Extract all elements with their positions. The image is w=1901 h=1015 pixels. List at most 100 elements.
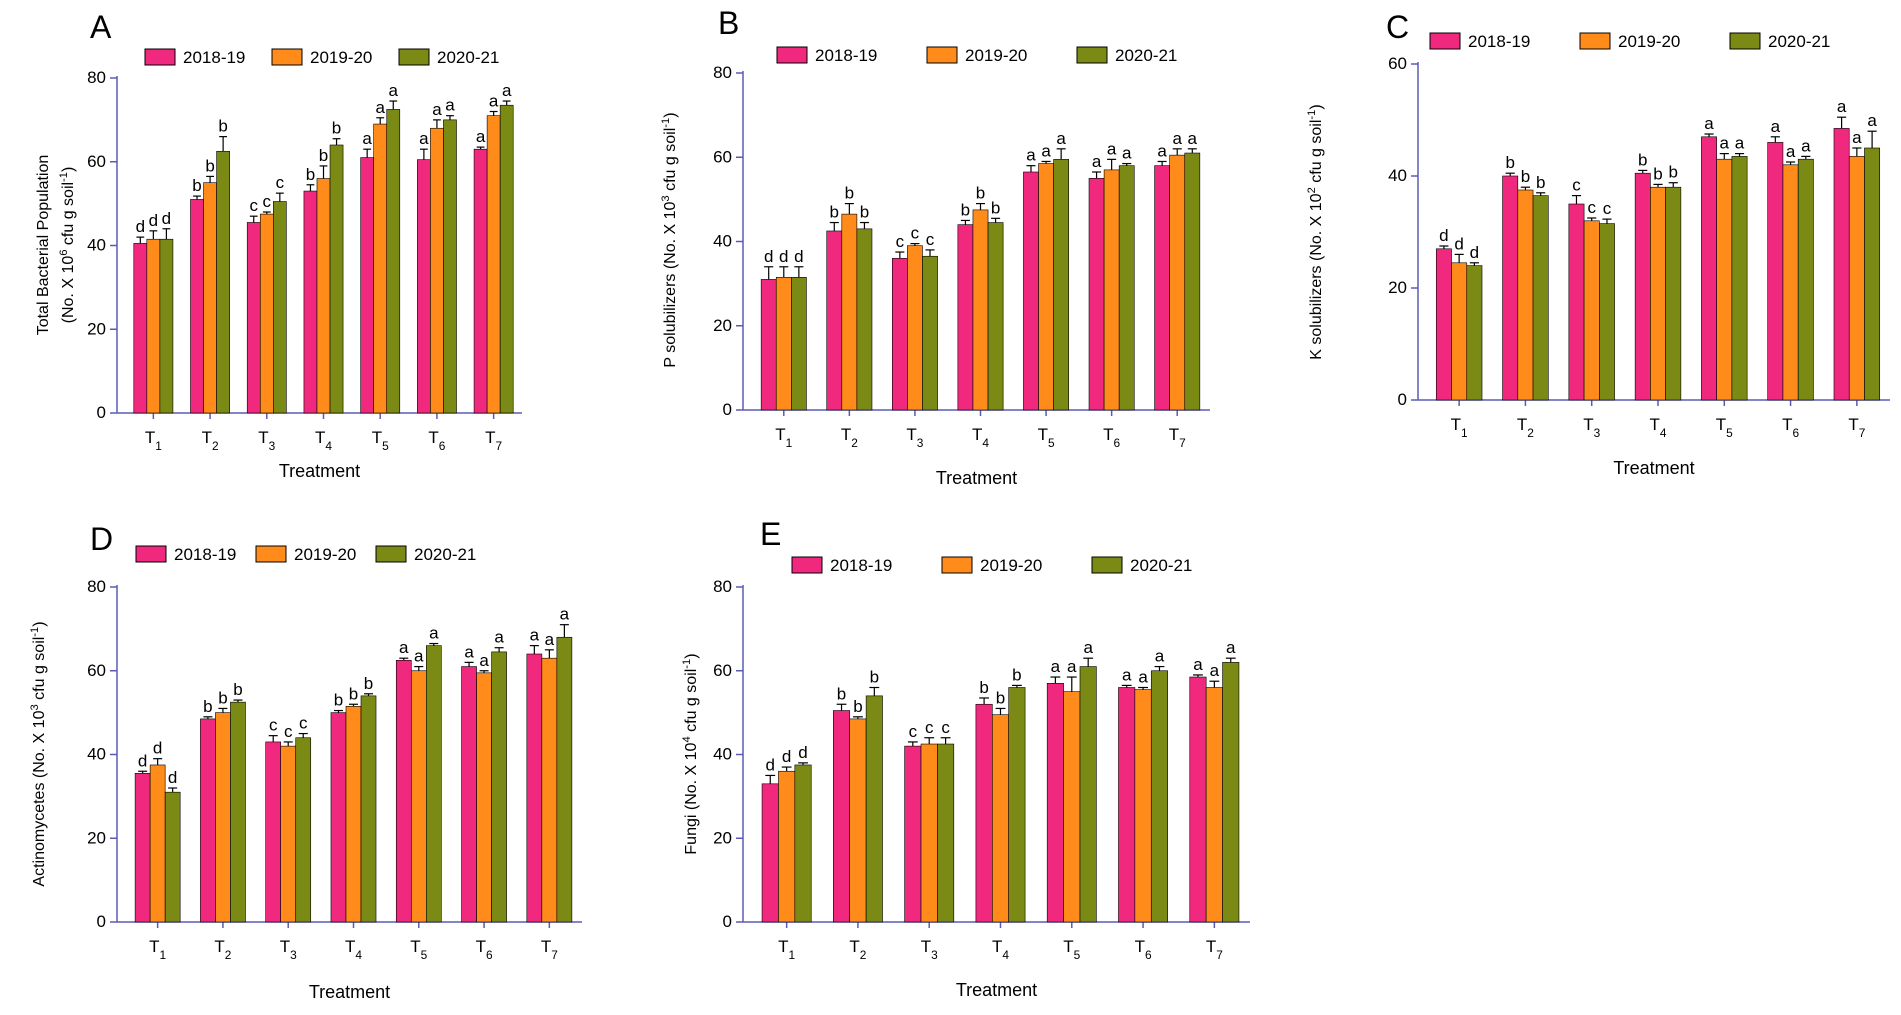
- significance-letter: c: [249, 196, 258, 215]
- x-tick-label: T1: [775, 425, 792, 450]
- significance-letter: b: [233, 680, 242, 699]
- x-tick-label: T7: [1848, 415, 1865, 440]
- significance-letter: c: [926, 230, 935, 249]
- bar: [164, 791, 181, 923]
- significance-letter: a: [479, 651, 489, 670]
- panel-letter: A: [90, 9, 112, 45]
- y-axis-label: P solubilizers (No. X 103 cfu g soil-1): [660, 112, 679, 367]
- x-tick-label: T3: [906, 425, 923, 450]
- significance-letter: b: [870, 668, 879, 687]
- x-tick-label: T3: [280, 937, 297, 962]
- y-axis-label: K solubilizers (No. X 102 cfu g soil-1): [1306, 104, 1325, 359]
- y-tick-label: 40: [87, 745, 106, 764]
- x-tick-label: T6: [476, 937, 493, 962]
- bar: [395, 659, 412, 923]
- significance-letter: a: [1226, 638, 1236, 657]
- legend-label: 2018-19: [174, 545, 236, 564]
- significance-letter: a: [1720, 134, 1730, 153]
- bar: [146, 238, 161, 414]
- y-tick-label: 60: [713, 147, 732, 166]
- significance-letter: a: [1193, 655, 1203, 674]
- bar: [259, 213, 274, 414]
- bar: [491, 651, 507, 923]
- x-tick-label: T5: [1716, 415, 1733, 440]
- x-tick-label: T1: [778, 937, 795, 962]
- x-tick-label: T5: [372, 428, 389, 453]
- legend-label: 2018-19: [1468, 32, 1530, 51]
- bar: [992, 714, 1009, 923]
- bar: [280, 745, 297, 923]
- legend-label: 2019-20: [294, 545, 356, 564]
- significance-letter: a: [399, 638, 409, 657]
- significance-letter: b: [205, 156, 214, 175]
- bar: [230, 701, 246, 923]
- significance-letter: d: [1439, 226, 1448, 245]
- bar: [246, 222, 261, 414]
- bar: [1583, 220, 1600, 401]
- bar: [892, 258, 908, 411]
- significance-letter: a: [1786, 142, 1796, 161]
- significance-letter: a: [389, 81, 399, 100]
- significance-letter: a: [1107, 139, 1117, 158]
- x-tick-label: T4: [1649, 415, 1666, 440]
- significance-letter: b: [334, 691, 343, 710]
- x-tick-label: T2: [849, 937, 866, 962]
- bar: [473, 148, 488, 414]
- bar: [865, 695, 883, 923]
- y-axis-label: Actinomycetes (No. X 103 cfu g soil-1): [29, 621, 48, 886]
- significance-letter: a: [502, 81, 512, 100]
- bar: [1650, 186, 1666, 401]
- bar: [856, 228, 873, 411]
- significance-letter: c: [284, 722, 293, 741]
- significance-letter: a: [476, 127, 486, 146]
- legend: 2018-19 2019-20 2020-21: [144, 48, 499, 67]
- y-tick-label: 0: [97, 912, 106, 931]
- bar: [987, 222, 1004, 411]
- legend-swatch: [1579, 32, 1611, 50]
- significance-letter: a: [375, 98, 385, 117]
- y-tick-label: 60: [713, 661, 732, 680]
- legend-swatch: [926, 46, 958, 64]
- x-tick-label: T7: [1206, 937, 1223, 962]
- bar: [541, 657, 558, 923]
- bar: [476, 672, 492, 923]
- significance-letter: a: [1735, 134, 1745, 153]
- legend-swatch: [791, 556, 823, 574]
- x-tick-label: T4: [345, 937, 362, 962]
- panel-letter: C: [1386, 9, 1409, 45]
- chart-panel-e: E 2018-19 2019-20 2020-21 0 20 40 60 80 Fungi (No…: [681, 516, 1250, 1000]
- y-tick-label: 0: [723, 400, 732, 419]
- significance-letter: d: [782, 747, 791, 766]
- significance-letter: b: [364, 674, 373, 693]
- significance-letter: b: [996, 688, 1005, 707]
- significance-letter: a: [1138, 668, 1148, 687]
- bar: [1731, 156, 1748, 401]
- x-axis-label: Treatment: [956, 980, 1037, 1000]
- bar: [849, 718, 867, 923]
- significance-letter: a: [1172, 129, 1182, 148]
- bar: [957, 224, 974, 411]
- significance-letter: a: [1067, 657, 1077, 676]
- bar: [1767, 142, 1784, 401]
- x-tick-label: T7: [1169, 425, 1186, 450]
- significance-letter: a: [414, 647, 424, 666]
- significance-letter: b: [961, 200, 970, 219]
- significance-letter: a: [1852, 128, 1862, 147]
- bar: [1466, 265, 1483, 401]
- legend-label: 2019-20: [310, 48, 372, 67]
- significance-letter: c: [896, 232, 905, 251]
- significance-letter: b: [830, 203, 839, 222]
- x-tick-label: T2: [841, 425, 858, 450]
- significance-letter: c: [269, 716, 278, 735]
- bar: [303, 190, 318, 414]
- significance-letter: d: [162, 209, 171, 228]
- legend-label: 2019-20: [965, 46, 1027, 65]
- x-tick-label: T6: [428, 428, 445, 453]
- legend-swatch: [375, 545, 407, 563]
- x-axis-label: Treatment: [1613, 458, 1694, 478]
- significance-letter: b: [1505, 153, 1514, 172]
- bar: [149, 764, 166, 923]
- x-tick-label: T1: [149, 937, 166, 962]
- bar: [273, 201, 287, 414]
- x-tick-label: T6: [1103, 425, 1120, 450]
